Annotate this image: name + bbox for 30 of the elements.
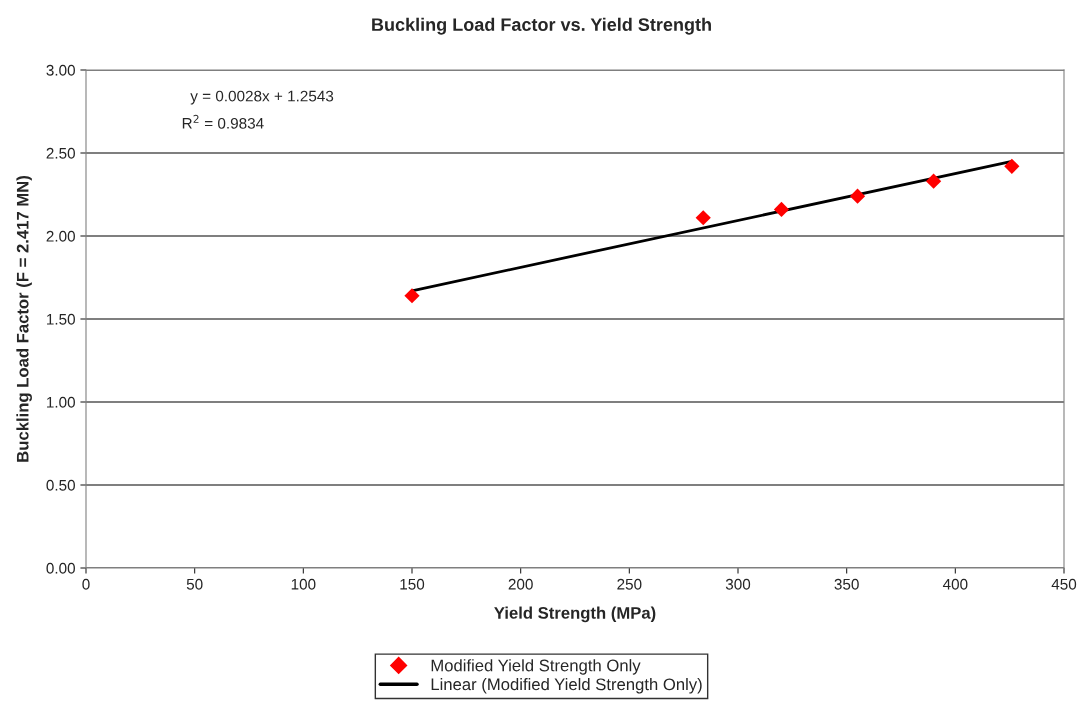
x-tick-label: 300 — [725, 578, 751, 590]
y-tick-label: 1.50 — [47, 313, 75, 325]
y-axis-title: Buckling Load Factor (F = 2.417 MN) — [16, 176, 32, 462]
point — [404, 288, 420, 304]
x-tick-label: 100 — [291, 578, 316, 590]
y-tick-label: 2.50 — [46, 147, 75, 159]
annotation: y = 0.0028x + 1.2543 — [190, 90, 334, 105]
point — [773, 201, 790, 218]
y-tick-label: 0.50 — [46, 479, 75, 491]
annotation: R$^{2}$ = 0.9834 — [182, 114, 264, 129]
x-tick-label: 150 — [400, 578, 425, 590]
x-tick-label: 450 — [1051, 578, 1077, 590]
x-tick-label: 0 — [82, 578, 90, 590]
legend-label: Linear (Modified Yield Strength Only) — [431, 678, 702, 694]
y-tick-label: 2.00 — [46, 230, 75, 242]
x-tick-label: 400 — [942, 578, 968, 590]
point — [1004, 158, 1020, 174]
chart-title: Buckling Load Factor vs. Yield Strength — [372, 17, 711, 35]
x-tick-label: 350 — [834, 578, 859, 590]
legend-label: Modified Yield Strength Only — [431, 659, 641, 675]
x-tick-label: 50 — [186, 578, 203, 590]
y-tick-label: 3.00 — [46, 64, 75, 76]
y-tick-label: 0.00 — [46, 562, 75, 574]
point — [695, 210, 711, 226]
x-tick-label: 250 — [617, 578, 642, 590]
x-tick-label: 200 — [508, 578, 533, 590]
point — [925, 173, 942, 189]
x-axis-title: Yield Strength (MPa) — [494, 606, 656, 623]
y-tick-label: 1.00 — [47, 396, 75, 408]
point — [849, 188, 866, 204]
